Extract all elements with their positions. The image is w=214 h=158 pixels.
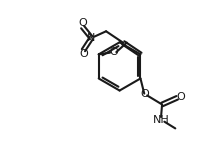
Text: NH: NH	[153, 115, 169, 125]
Text: O: O	[140, 89, 149, 99]
Text: O: O	[109, 47, 118, 57]
Text: O: O	[176, 92, 185, 102]
Text: N: N	[87, 33, 96, 43]
Text: O: O	[78, 18, 87, 28]
Text: O: O	[79, 49, 88, 59]
